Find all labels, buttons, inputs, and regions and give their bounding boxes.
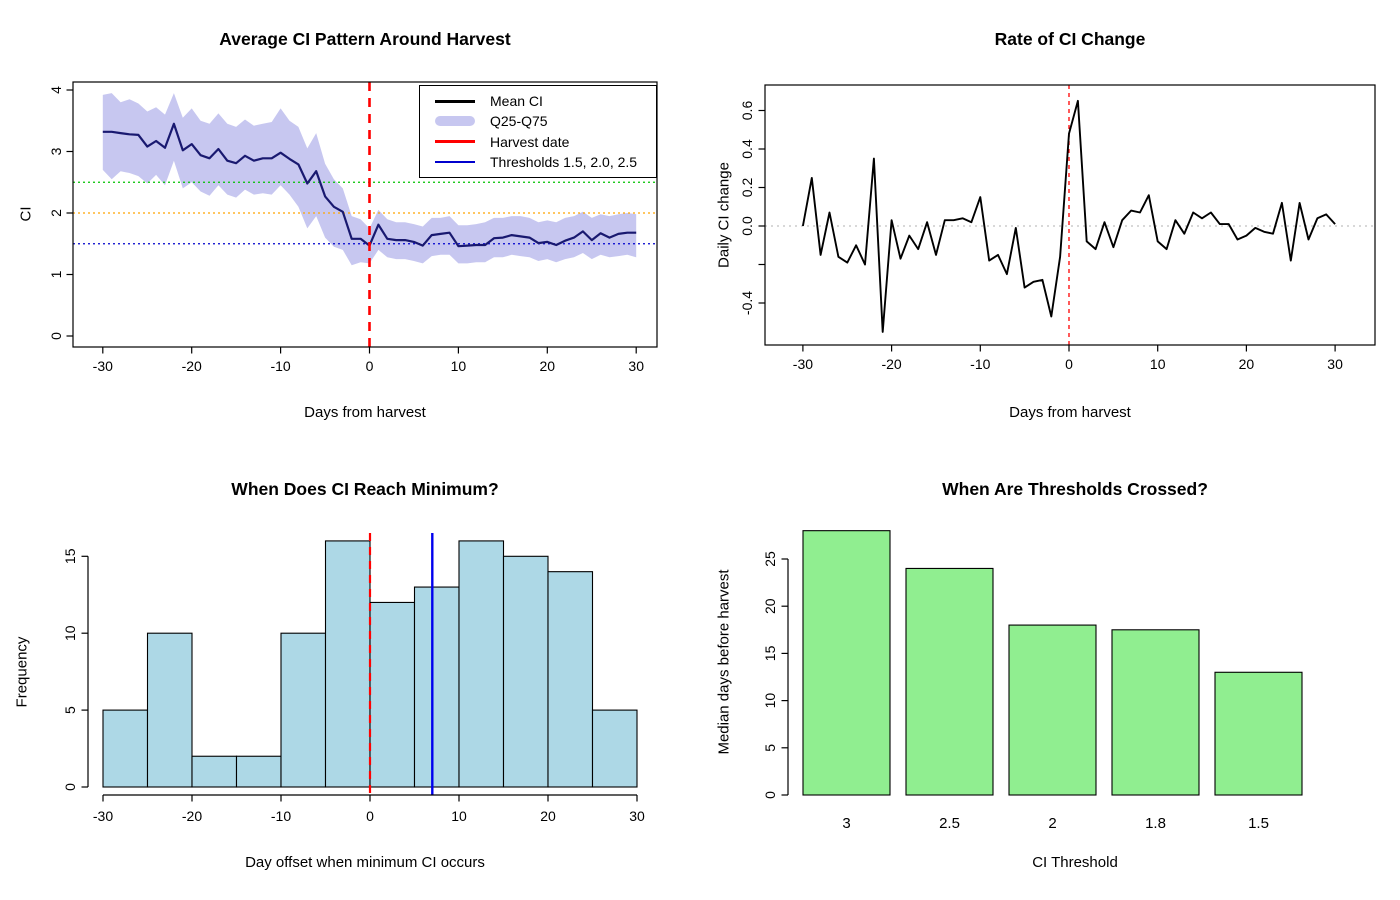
ci-pattern-plot-canvas: -30 -20 -10 0 10 20 30 0 1 2 3 4 — [48, 81, 658, 374]
svg-text:1: 1 — [48, 270, 64, 278]
svg-text:0.0: 0.0 — [739, 216, 755, 236]
svg-text:30: 30 — [628, 358, 644, 374]
thresholds-line-swatch — [435, 161, 475, 163]
svg-text:30: 30 — [1327, 356, 1343, 372]
legend-label: Harvest date — [490, 133, 570, 150]
svg-text:1.8: 1.8 — [1145, 815, 1166, 832]
svg-text:10: 10 — [451, 358, 467, 374]
svg-text:-20: -20 — [881, 356, 901, 372]
panel-minimum-ci-histogram: When Does CI Reach Minimum? Frequency -3… — [0, 450, 700, 900]
svg-text:20: 20 — [540, 808, 556, 824]
mean-ci-line-swatch — [435, 99, 475, 103]
panel-title-thresholds-crossed: When Are Thresholds Crossed? — [942, 479, 1208, 499]
panel-title-average-ci-pattern: Average CI Pattern Around Harvest — [219, 29, 511, 49]
svg-text:30: 30 — [629, 808, 645, 824]
rate-plot-canvas: -30 -20 -10 0 10 20 30 0.6 0.4 0.2 0.0 -0.4 — [739, 84, 1376, 372]
legend-label: Mean CI — [490, 93, 543, 110]
bar-plot-canvas: 0 5 10 15 20 25 3 2.5 2 1.8 1.5 — [762, 530, 1303, 832]
svg-text:-0.4: -0.4 — [739, 291, 755, 315]
harvest-date-line-swatch — [435, 139, 475, 144]
svg-text:0.6: 0.6 — [739, 101, 755, 121]
svg-text:-10: -10 — [970, 356, 990, 372]
x-axis-label-day-offset: Day offset when minimum CI occurs — [245, 854, 485, 871]
histogram-plot-canvas: -30 -20 -10 0 10 20 30 0 5 10 15 — [62, 533, 645, 824]
svg-text:3: 3 — [48, 147, 64, 155]
panel-average-ci-pattern: Average CI Pattern Around Harvest CI -30… — [0, 0, 700, 450]
quantile-band-swatch — [435, 116, 475, 127]
x-axis-label-days-from-harvest: Days from harvest — [304, 404, 426, 421]
svg-text:0.2: 0.2 — [739, 178, 755, 198]
x-axis-label-ci-threshold: CI Threshold — [1032, 854, 1118, 871]
panel-rate-of-ci-change: Rate of CI Change Daily CI change -30 -20… — [700, 0, 1400, 450]
svg-text:2.5: 2.5 — [939, 815, 960, 832]
svg-text:5: 5 — [62, 706, 78, 714]
svg-text:10: 10 — [451, 808, 467, 824]
svg-text:20: 20 — [540, 358, 556, 374]
legend-item-mean-ci: Mean CI — [435, 93, 652, 109]
legend-item-harvest-date: Harvest date — [435, 134, 652, 150]
legend-label: Thresholds 1.5, 2.0, 2.5 — [490, 153, 638, 170]
x-axis-label-days-from-harvest: Days from harvest — [1009, 404, 1131, 421]
panel-threshold-crossing: When Are Thresholds Crossed? Median days… — [700, 450, 1400, 900]
svg-text:-20: -20 — [182, 808, 202, 824]
legend-label: Q25-Q75 — [490, 113, 548, 130]
panel-title-rate-of-ci-change: Rate of CI Change — [994, 29, 1146, 49]
svg-text:10: 10 — [62, 625, 78, 641]
svg-text:4: 4 — [48, 86, 64, 94]
svg-text:3: 3 — [842, 815, 850, 832]
svg-text:5: 5 — [762, 744, 778, 752]
svg-text:-20: -20 — [182, 358, 202, 374]
legend-item-thresholds: Thresholds 1.5, 2.0, 2.5 — [435, 154, 652, 170]
svg-text:1.5: 1.5 — [1248, 815, 1269, 832]
svg-text:10: 10 — [1150, 356, 1166, 372]
panel-title-minimum-ci: When Does CI Reach Minimum? — [231, 479, 499, 499]
svg-text:-30: -30 — [93, 808, 113, 824]
legend-box: Mean CI Q25-Q75 Harvest date Thresholds … — [419, 85, 657, 178]
svg-text:0: 0 — [366, 808, 374, 824]
svg-text:10: 10 — [762, 693, 778, 709]
svg-text:15: 15 — [762, 645, 778, 661]
svg-text:-30: -30 — [793, 356, 813, 372]
svg-text:-10: -10 — [270, 358, 290, 374]
svg-text:25: 25 — [762, 551, 778, 567]
svg-text:-10: -10 — [271, 808, 291, 824]
svg-text:20: 20 — [762, 598, 778, 614]
svg-text:0: 0 — [62, 783, 78, 791]
svg-text:20: 20 — [1239, 356, 1255, 372]
svg-text:0: 0 — [1065, 356, 1073, 372]
legend-item-q25-q75: Q25-Q75 — [435, 113, 652, 129]
svg-text:0.4: 0.4 — [739, 139, 755, 159]
svg-text:0: 0 — [762, 791, 778, 799]
svg-text:15: 15 — [62, 548, 78, 564]
svg-text:2: 2 — [48, 209, 64, 217]
svg-text:0: 0 — [48, 332, 64, 340]
svg-text:0: 0 — [366, 358, 374, 374]
svg-text:2: 2 — [1048, 815, 1056, 832]
svg-text:-30: -30 — [93, 358, 113, 374]
